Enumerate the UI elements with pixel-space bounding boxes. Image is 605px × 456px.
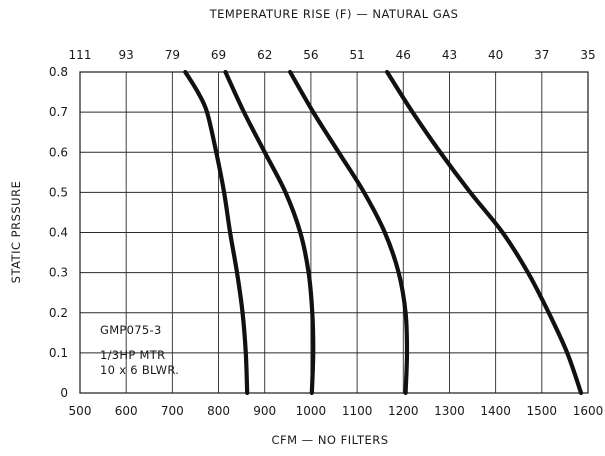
series-curves — [183, 69, 584, 396]
y-tick-label: 0.4 — [49, 226, 68, 240]
top-tick-label: 46 — [396, 48, 411, 62]
x-tick-label: 600 — [115, 404, 138, 418]
x-tick-label: 1000 — [296, 404, 327, 418]
x-axis-label: CFM — NO FILTERS — [271, 433, 388, 447]
top-tick-label: 35 — [580, 48, 595, 62]
series-line-1 — [183, 69, 250, 396]
x-tick-label: 1200 — [388, 404, 419, 418]
x-tick-label: 1600 — [573, 404, 604, 418]
y-tick-label: 0.3 — [49, 266, 68, 280]
annotation-text: 10 x 6 BLWR. — [100, 363, 179, 377]
x-tick-label: 500 — [69, 404, 92, 418]
series-line-2 — [223, 69, 316, 396]
y-tick-label: 0.8 — [49, 65, 68, 79]
annotation-text: GMP075-3 — [100, 323, 162, 337]
x-tick-label: 900 — [253, 404, 276, 418]
x-tick-labels: 500 600 700 800 900 1000 1100 1200 1300 1400 1500 1… — [69, 404, 604, 418]
series-line-3 — [288, 69, 410, 396]
top-tick-label: 93 — [119, 48, 134, 62]
top-tick-label: 62 — [257, 48, 272, 62]
x-tick-label: 1400 — [480, 404, 511, 418]
grid — [79, 71, 589, 394]
y-tick-label: 0 — [60, 386, 68, 400]
x-tick-label: 1500 — [527, 404, 558, 418]
top-tick-label: 79 — [165, 48, 180, 62]
plot-frame — [79, 71, 589, 394]
x-tick-label: 1300 — [434, 404, 465, 418]
top-tick-label: 111 — [69, 48, 92, 62]
top-tick-label: 51 — [349, 48, 364, 62]
top-tick-label: 37 — [534, 48, 549, 62]
x-tick-label: 700 — [161, 404, 184, 418]
y-tick-label: 0.7 — [49, 105, 68, 119]
x-tick-label: 1100 — [342, 404, 373, 418]
y-tick-label: 0.5 — [49, 185, 68, 199]
top-tick-labels: 111 93 79 69 62 56 51 46 43 40 37 35 — [69, 48, 596, 62]
y-tick-label: 0.2 — [49, 306, 68, 320]
annotation-text: 1/3HP MTR — [100, 348, 165, 362]
y-tick-label: 0.6 — [49, 145, 68, 159]
series-line-4 — [385, 69, 584, 396]
y-tick-label: 0.1 — [49, 346, 68, 360]
top-tick-label: 69 — [211, 48, 226, 62]
top-tick-label: 56 — [303, 48, 318, 62]
top-tick-label: 40 — [488, 48, 503, 62]
top-tick-label: 43 — [442, 48, 457, 62]
chart-title: TEMPERATURE RISE (F) — NATURAL GAS — [209, 7, 459, 21]
y-axis-label: STATIC PRSSURE — [9, 181, 23, 284]
x-tick-label: 800 — [207, 404, 230, 418]
y-tick-labels: 0 0.1 0.2 0.3 0.4 0.5 0.6 0.7 0.8 — [49, 65, 68, 400]
